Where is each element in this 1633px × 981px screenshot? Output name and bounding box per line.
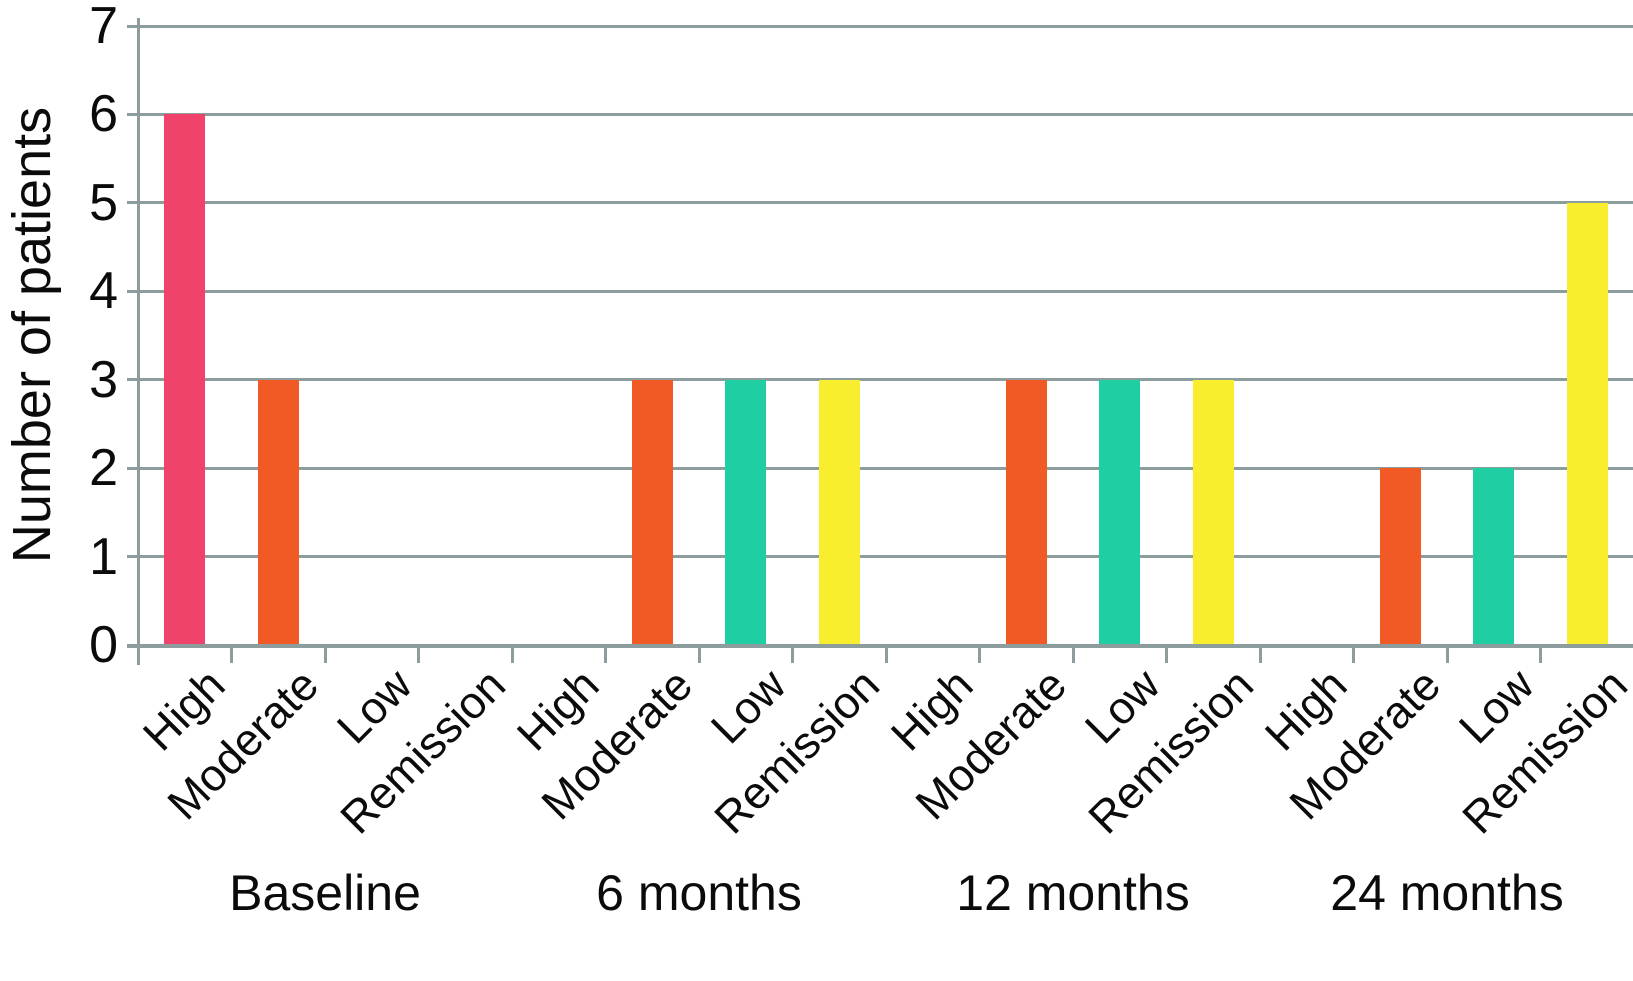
gridline-y-1 <box>127 555 1633 559</box>
bar-12-months-moderate <box>1005 379 1047 644</box>
group-label-12-months: 12 months <box>956 865 1190 921</box>
y-tick-label-7: 7 <box>89 0 118 55</box>
x-axis-tick <box>604 645 607 663</box>
x-axis-tick <box>1258 645 1262 663</box>
gridline-y-6 <box>127 112 1633 116</box>
bar-12-months-remission <box>1192 379 1234 644</box>
bar-baseline-moderate <box>257 379 299 644</box>
x-axis-tick <box>978 645 981 663</box>
y-tick-label-1: 1 <box>89 527 118 586</box>
bar-6-months-remission <box>818 379 860 644</box>
x-axis-tick <box>230 645 233 663</box>
x-axis-tick <box>136 645 140 663</box>
bar-24-months-low <box>1473 468 1515 644</box>
x-axis-tick <box>884 645 888 663</box>
y-tick-label-2: 2 <box>89 439 118 498</box>
bar-12-months-low <box>1099 379 1141 644</box>
x-axis-tick <box>1539 645 1542 663</box>
bar-24-months-moderate <box>1379 468 1421 644</box>
y-tick-label-3: 3 <box>89 350 118 409</box>
x-axis-tick <box>697 645 701 663</box>
y-tick-label-4: 4 <box>89 262 118 321</box>
gridline-y-7 <box>127 24 1633 28</box>
x-axis-line <box>127 643 1633 648</box>
gridline-y-2 <box>127 466 1633 470</box>
bar-24-months-remission <box>1566 202 1608 644</box>
y-tick-label-6: 6 <box>89 85 118 144</box>
bar-6-months-moderate <box>631 379 673 644</box>
bar-baseline-high <box>164 114 206 644</box>
y-tick-label-5: 5 <box>89 173 118 232</box>
x-axis-tick <box>1445 645 1449 663</box>
x-axis-tick <box>323 645 327 663</box>
x-axis-tick <box>791 645 794 663</box>
x-axis-tick <box>510 645 514 663</box>
x-axis-tick <box>417 645 420 663</box>
group-label-24-months: 24 months <box>1330 865 1564 921</box>
x-axis-tick <box>1071 645 1075 663</box>
gridline-y-5 <box>127 201 1633 205</box>
x-axis-tick <box>1165 645 1168 663</box>
group-label-baseline: Baseline <box>229 865 421 921</box>
y-axis-line <box>136 18 140 665</box>
gridline-y-4 <box>127 289 1633 293</box>
gridline-y-3 <box>127 378 1633 382</box>
bar-6-months-low <box>725 379 767 644</box>
x-axis-tick <box>1352 645 1355 663</box>
y-tick-label-0: 0 <box>89 616 118 674</box>
group-label-6-months: 6 months <box>596 865 802 921</box>
